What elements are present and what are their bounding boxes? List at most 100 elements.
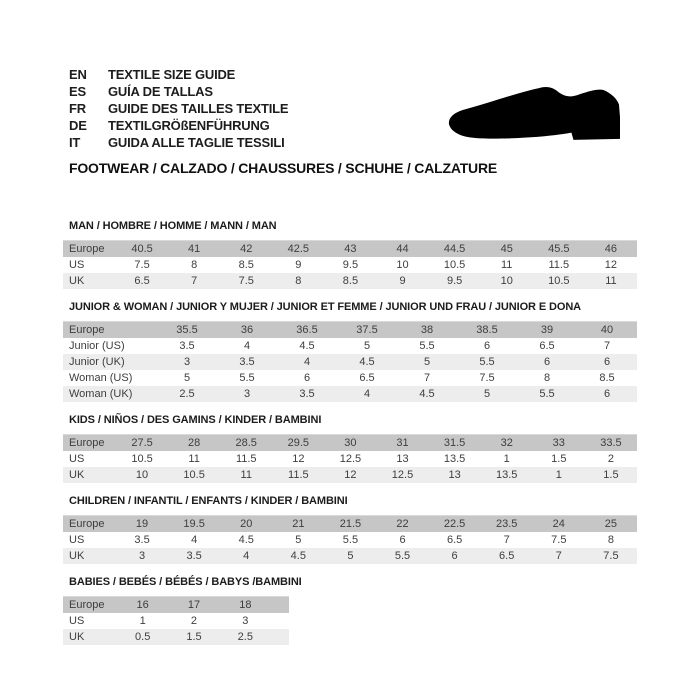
size-cell: 11 xyxy=(240,469,252,481)
size-cell: 3.5 xyxy=(299,388,315,400)
size-cell: 4.5 xyxy=(238,534,254,546)
size-cell: 8.5 xyxy=(599,372,615,384)
size-cell: 5.5 xyxy=(239,372,255,384)
size-cell: 31 xyxy=(396,437,409,449)
size-cell: 19 xyxy=(135,518,149,530)
size-row-woman-us: Woman (US) 5 5.5 6 6.5 7 7.5 8 8.5 xyxy=(63,370,637,386)
size-cell: 9.5 xyxy=(446,275,463,287)
size-cell: 10.5 xyxy=(131,453,153,465)
size-cell: 13.5 xyxy=(495,469,518,481)
language-code: DE xyxy=(69,118,87,133)
size-cell: 13 xyxy=(396,453,409,465)
size-cell: 12.5 xyxy=(391,469,414,481)
size-cell: 25 xyxy=(604,518,618,530)
size-row-us: US 1 2 3 xyxy=(63,613,289,629)
size-cell: 2 xyxy=(190,615,198,627)
size-cell: 8 xyxy=(295,275,302,287)
size-cell: 2 xyxy=(607,453,614,465)
size-cell: 2.5 xyxy=(237,631,253,643)
size-cell: 6 xyxy=(603,388,611,400)
size-cell: 11.5 xyxy=(235,453,257,465)
language-row-es: ES GUÍA DE TALLAS xyxy=(69,83,637,100)
size-row-uk: UK 6.5 7 7.5 8 8.5 9 9.5 10 10.5 11 xyxy=(63,273,637,289)
size-cell: 8.5 xyxy=(238,259,254,271)
size-cell: 29.5 xyxy=(287,437,310,449)
size-cell: 27.5 xyxy=(131,437,153,449)
size-row-woman-uk: Woman (UK) 2.5 3 3.5 4 4.5 5 5.5 6 xyxy=(63,386,637,402)
size-cell: 12.5 xyxy=(339,453,362,465)
size-cell: 11.5 xyxy=(288,469,309,481)
size-cell: 38.5 xyxy=(476,324,498,336)
size-cell: 41 xyxy=(188,243,201,255)
section-title-children: CHILDREN / INFANTIL / ENFANTS / KINDER /… xyxy=(69,495,348,507)
size-cell: 11 xyxy=(605,275,617,287)
size-cell: 46 xyxy=(604,243,618,255)
language-row-it: IT GUIDA ALLE TAGLIE TESSILI xyxy=(69,134,637,151)
size-cell: 3.5 xyxy=(239,356,255,368)
size-cell: 7.5 xyxy=(134,259,150,271)
row-label: Europe xyxy=(69,437,105,449)
size-cell: 4.5 xyxy=(359,356,375,368)
size-cell: 5.5 xyxy=(342,534,359,546)
size-cell: 5.5 xyxy=(539,388,555,400)
size-row-europe: Europe 27.5 28 28.5 29.5 30 31 31.5 32 33 33.5 xyxy=(63,434,637,451)
size-cell: 7.5 xyxy=(238,275,254,287)
language-row-en: EN TEXTILE SIZE GUIDE xyxy=(69,66,637,83)
row-label: US xyxy=(69,615,85,627)
size-cell: 4 xyxy=(191,534,198,546)
size-cell: 42.5 xyxy=(287,243,310,255)
size-cell: 39 xyxy=(540,324,554,336)
size-cell: 1.5 xyxy=(551,453,567,465)
size-cell: 13 xyxy=(448,469,461,481)
size-cell: 12 xyxy=(604,259,618,271)
language-row-fr: FR GUIDE DES TAILLES TEXTILE xyxy=(69,100,637,117)
section-junior-woman: JUNIOR & WOMAN / JUNIOR Y MUJER / JUNIOR… xyxy=(63,301,637,402)
dress-shoe-icon xyxy=(448,86,620,142)
size-cell: 16 xyxy=(136,599,149,611)
size-cell: 22.5 xyxy=(443,518,466,530)
size-cell: 6 xyxy=(483,340,491,352)
language-guide-label: TEXTILE SIZE GUIDE xyxy=(108,67,236,82)
size-cell: 7.5 xyxy=(551,534,567,546)
section-children: CHILDREN / INFANTIL / ENFANTS / KINDER /… xyxy=(63,495,637,564)
size-cell: 8 xyxy=(607,534,614,546)
size-cell: 1.5 xyxy=(603,469,619,481)
size-cell: 12 xyxy=(344,469,357,481)
size-cell: 36 xyxy=(240,324,254,336)
language-row-de: DE TEXTILGRÖßENFÜHRUNG xyxy=(69,117,637,134)
blank-cell xyxy=(271,629,289,645)
size-cell: 8 xyxy=(191,259,198,271)
row-label: US xyxy=(69,453,85,465)
size-cell: 4 xyxy=(243,340,251,352)
size-cell: 18 xyxy=(239,599,252,611)
size-cell: 7 xyxy=(503,534,510,546)
row-label: US xyxy=(69,534,85,546)
size-cell: 20 xyxy=(240,518,253,530)
row-label: Junior (UK) xyxy=(69,356,125,368)
size-cell: 44 xyxy=(396,243,409,255)
size-cell: 5.5 xyxy=(394,550,411,562)
row-label: Junior (US) xyxy=(69,340,125,352)
size-cell: 11.5 xyxy=(548,259,570,271)
size-cell: 6.5 xyxy=(499,550,515,562)
language-code: FR xyxy=(69,101,86,116)
size-cell: 7 xyxy=(603,340,611,352)
size-cell: 11 xyxy=(188,453,200,465)
size-row-us: US 7.5 8 8.5 9 9.5 10 10.5 11 11.5 12 xyxy=(63,257,637,273)
size-row-europe: Europe 19 19.5 20 21 21.5 22 22.5 23.5 24 25 xyxy=(63,515,637,532)
size-cell: 3 xyxy=(183,356,191,368)
size-cell: 2.5 xyxy=(179,388,195,400)
row-label: UK xyxy=(69,469,85,481)
row-label: UK xyxy=(69,275,85,287)
language-guide-label: GUÍA DE TALLAS xyxy=(108,84,213,99)
size-cell: 13.5 xyxy=(443,453,466,465)
size-cell: 6 xyxy=(303,372,311,384)
size-cell: 19.5 xyxy=(183,518,205,530)
section-title-man: MAN / HOMBRE / HOMME / MANN / MAN xyxy=(69,220,277,232)
size-cell: 4.5 xyxy=(290,550,306,562)
row-label: US xyxy=(69,259,85,271)
size-cell: 9.5 xyxy=(342,259,359,271)
language-guide-label: GUIDA ALLE TAGLIE TESSILI xyxy=(108,135,285,150)
size-cell: 3.5 xyxy=(186,550,202,562)
